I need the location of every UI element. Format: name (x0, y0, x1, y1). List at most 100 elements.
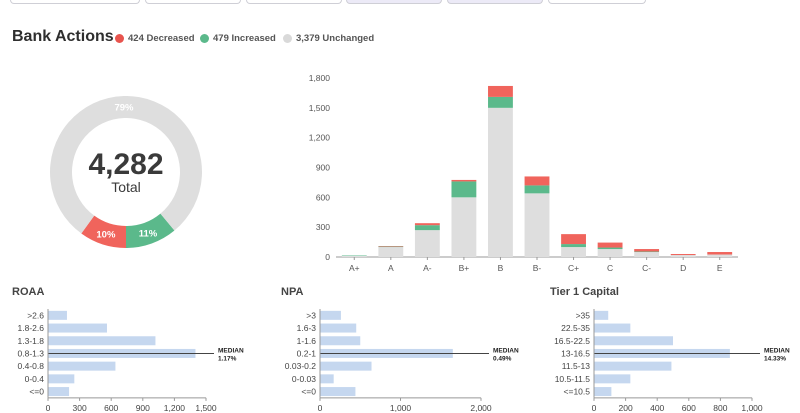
hist-category-label: 1-1.6 (297, 336, 317, 346)
bar-segment-increased (597, 247, 623, 250)
hist-bar (594, 323, 631, 333)
hist-category-label: 0.2-1 (297, 348, 317, 358)
hist-category-label: >3 (306, 310, 316, 320)
hist-bar (48, 310, 67, 320)
bar-y-tick-label: 0 (325, 252, 330, 262)
hist-x-tick-label: 0 (46, 403, 51, 413)
hist-category-label: 11.5-13 (562, 361, 590, 371)
hist-category-label: 1.8-2.6 (18, 323, 45, 333)
median-label: MEDIAN (218, 347, 244, 354)
bar-segment-increased (414, 225, 440, 231)
bar-x-tick-label: B+ (459, 263, 470, 273)
bar-x-tick-label: B (498, 263, 504, 273)
hist-category-label: <=10.5 (564, 387, 591, 397)
bar-x-tick-label: D (680, 263, 686, 273)
roaa-title: ROAA (12, 286, 45, 298)
legend-label: 479 Increased (213, 33, 276, 44)
bar-x-tick-label: C- (642, 263, 651, 273)
bar-x-tick-label: A (388, 263, 394, 273)
legend-swatch (200, 34, 209, 43)
bar-segment-decreased (561, 234, 586, 245)
hist-category-label: 0.8-1.3 (18, 348, 45, 358)
page-title: Bank Actions (12, 28, 114, 45)
bar-segment-unchanged (378, 247, 404, 257)
bar-segment-increased (524, 185, 550, 194)
hist-x-tick-label: 1,000 (741, 403, 763, 413)
bar-segment-unchanged (451, 197, 477, 257)
bar-segment-increased (488, 96, 513, 108)
npa-title: NPA (281, 286, 304, 298)
bar-segment-decreased (524, 176, 550, 186)
hist-x-tick-label: 2,000 (470, 403, 492, 413)
hist-x-tick-label: 800 (713, 403, 727, 413)
donut-slice-label: 79% (114, 103, 134, 114)
hist-category-label: 0-0.4 (25, 374, 45, 384)
bar-segment-unchanged (341, 256, 367, 257)
legend-decreased: 424 Decreased (115, 33, 195, 44)
bar-segment-unchanged (597, 249, 623, 257)
hist-bar (320, 374, 334, 384)
median-label: MEDIAN (493, 347, 519, 354)
hist-bar (320, 361, 372, 371)
hist-x-tick-label: 1,200 (164, 403, 186, 413)
legend-swatch (115, 34, 124, 43)
median-label: MEDIAN (764, 347, 790, 354)
bar-segment-unchanged (561, 247, 586, 257)
hist-bar (320, 387, 356, 397)
hist-bar (594, 387, 612, 397)
hist-x-tick-label: 900 (136, 403, 150, 413)
hist-x-tick-label: 1,000 (390, 403, 412, 413)
legend-increased: 479 Increased (200, 33, 276, 44)
hist-bar (48, 387, 70, 397)
hist-x-tick-label: 600 (682, 403, 696, 413)
hist-x-tick-label: 0 (592, 403, 597, 413)
hist-x-tick-label: 0 (318, 403, 323, 413)
bar-segment-unchanged (707, 254, 733, 257)
hist-category-label: 22.5-35 (561, 323, 590, 333)
hist-category-label: 1.6-3 (297, 323, 317, 333)
legend-label: 3,379 Unchanged (296, 33, 375, 44)
bar-segment-decreased (707, 252, 733, 255)
bar-segment-decreased (451, 179, 477, 182)
median-value: 1.17% (218, 355, 237, 362)
donut-slice-label: 11% (139, 229, 158, 240)
median-value: 0.49% (493, 355, 512, 362)
hist-bar (48, 323, 107, 333)
hist-bar (320, 310, 341, 320)
bar-y-tick-label: 1,200 (309, 133, 331, 143)
hist-category-label: 1.3-1.8 (18, 336, 45, 346)
hist-bar (320, 336, 361, 346)
hist-bar (594, 310, 609, 320)
hist-x-tick-label: 600 (104, 403, 118, 413)
bar-segment-unchanged (488, 107, 513, 257)
bar-x-tick-label: E (717, 263, 723, 273)
hist-category-label: 0-0.03 (292, 374, 316, 384)
legend-swatch (283, 34, 292, 43)
hist-category-label: 16.5-22.5 (554, 336, 590, 346)
hist-x-tick-label: 200 (619, 403, 633, 413)
bar-segment-decreased (597, 242, 623, 248)
hist-bar (594, 336, 673, 346)
bar-segment-decreased (634, 249, 660, 252)
hist-bar (594, 374, 631, 384)
bar-segment-decreased (414, 223, 440, 226)
bar-segment-increased (561, 244, 586, 248)
donut-slice-unchanged (50, 95, 203, 234)
legend-unchanged: 3,379 Unchanged (283, 33, 374, 44)
hist-bar (48, 336, 156, 346)
donut-slice-increased (126, 213, 175, 248)
bar-segment-unchanged (670, 255, 696, 257)
bar-y-tick-label: 300 (316, 222, 330, 232)
hist-bar (594, 361, 672, 371)
bar-segment-increased (451, 181, 477, 198)
bar-x-tick-label: B- (533, 263, 542, 273)
hist-category-label: 0.4-0.8 (18, 361, 45, 371)
bar-y-tick-label: 1,500 (309, 103, 331, 113)
donut-total-value: 4,282 (88, 148, 163, 181)
donut-slice-decreased (81, 215, 126, 248)
tier1-title: Tier 1 Capital (550, 286, 619, 298)
hist-x-tick-label: 1,500 (195, 403, 217, 413)
hist-bar (320, 323, 357, 333)
hist-category-label: 13-16.5 (561, 348, 590, 358)
